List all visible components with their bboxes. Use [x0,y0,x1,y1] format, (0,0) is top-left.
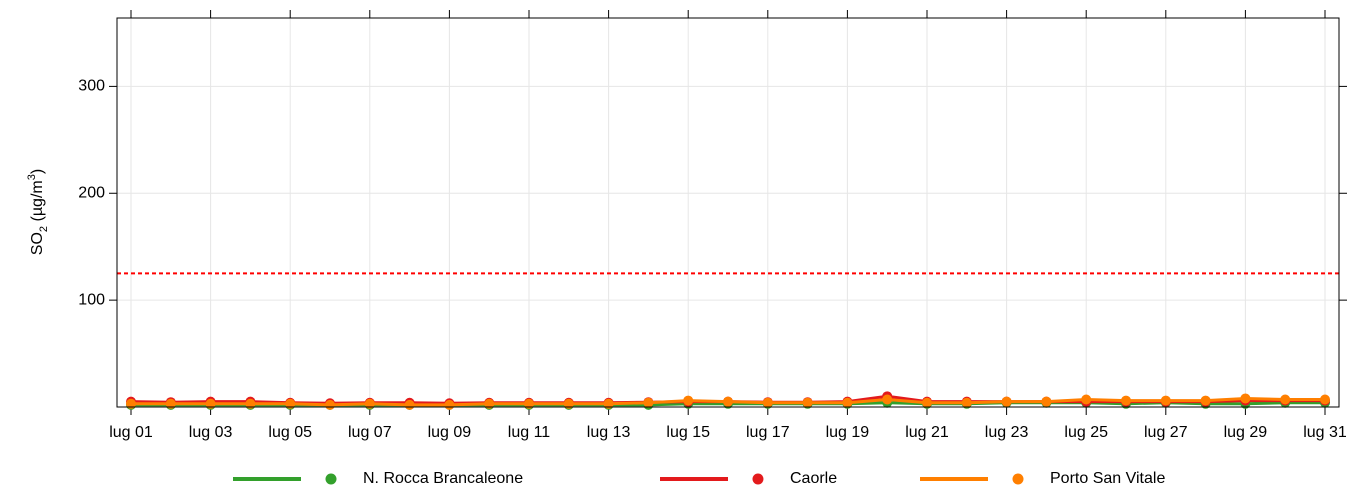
x-tick-label: lug 31 [1303,424,1347,441]
legend-label: N. Rocca Brancaleone [363,470,523,487]
data-point [524,398,534,409]
y-axis-label: SO2 (µg/m3) [26,169,50,255]
x-tick-label: lug 07 [348,424,392,441]
data-point [1160,395,1171,406]
x-tick-label: lug 19 [826,424,870,441]
data-point [683,395,694,406]
x-tick-label: lug 05 [268,424,312,441]
legend-label: Caorle [790,470,837,487]
data-point [1280,394,1291,405]
x-tick-label: lug 21 [905,424,949,441]
data-point [325,399,335,410]
x-tick-label: lug 13 [587,424,631,441]
y-tick-label: 200 [78,184,105,201]
x-tick-label: lug 29 [1224,424,1268,441]
data-point [802,397,813,408]
y-tick-label: 300 [78,78,105,95]
legend-label: Porto San Vitale [1050,470,1165,487]
data-point [205,398,216,409]
data-point [643,397,654,408]
data-point [165,398,176,409]
plot-frame [116,17,1340,408]
x-tick-label: lug 27 [1144,424,1188,441]
data-point [1121,395,1131,406]
data-point [603,398,614,409]
data-point [1240,393,1251,404]
data-point [1081,394,1092,405]
data-point [1200,395,1211,406]
x-tick-label: lug 03 [189,424,233,441]
legend-dot [325,473,337,485]
data-point [1041,396,1052,407]
data-point [1001,396,1012,407]
legend-dot [752,473,764,485]
data-point [563,398,574,409]
legend-dot [1012,473,1024,485]
data-point [922,397,932,408]
data-point [961,397,972,408]
data-point [723,396,733,407]
data-point [444,399,455,410]
data-point [882,394,893,405]
x-tick-label: lug 09 [428,424,472,441]
x-tick-label: lug 23 [985,424,1029,441]
x-tick-label: lug 11 [508,424,551,441]
x-tick-label: lug 25 [1064,424,1108,441]
data-point [484,398,495,409]
data-point [1320,394,1330,405]
y-tick-label: 100 [78,291,105,308]
x-tick-label: lug 15 [666,424,710,441]
data-point [404,399,415,410]
data-point [364,398,375,409]
data-point [762,397,773,408]
data-point [245,398,256,409]
data-point [285,398,296,409]
data-point [126,398,136,409]
data-point [842,397,853,408]
x-tick-label: lug 01 [109,424,153,441]
x-tick-label: lug 17 [746,424,790,441]
